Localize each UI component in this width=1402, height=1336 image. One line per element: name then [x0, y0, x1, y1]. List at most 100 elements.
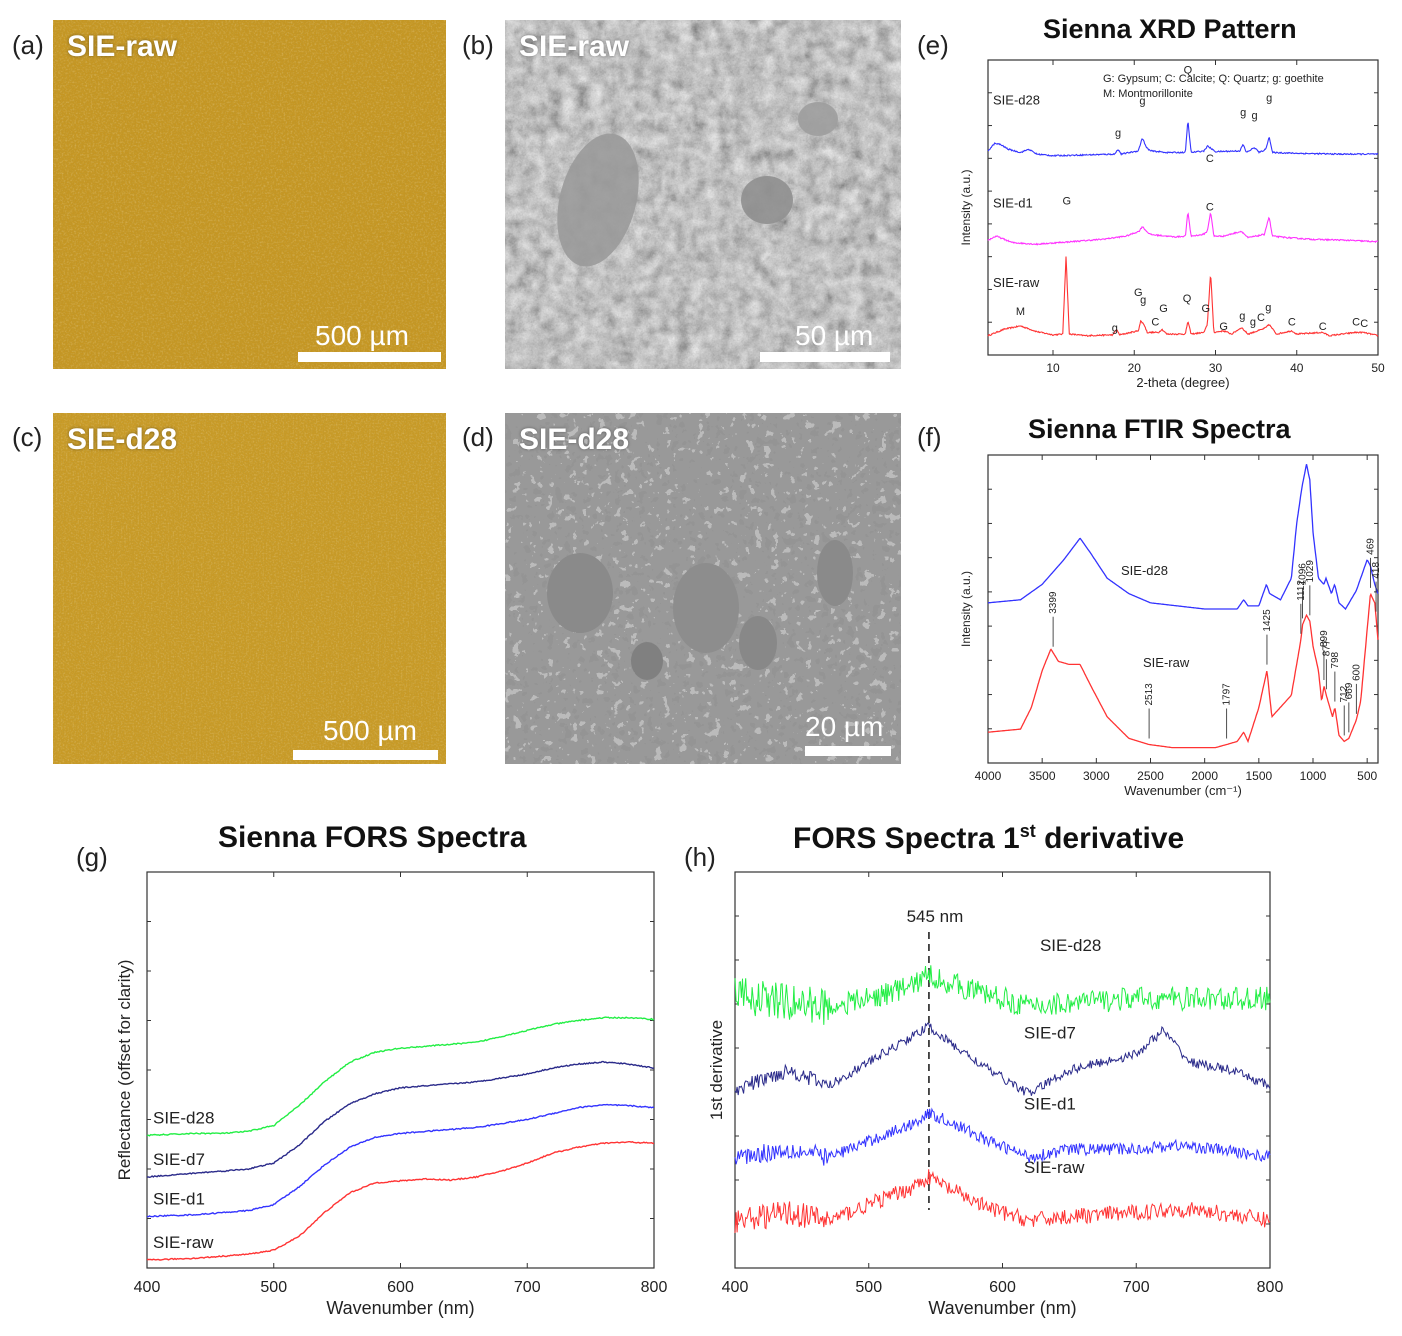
ftir-xtick-label: 2500	[1137, 769, 1164, 783]
deriv-ylabel: 1st derivative	[707, 1020, 726, 1120]
ftir-ylabel: Intensity (a.u.)	[959, 571, 973, 647]
panel-letter-c: (c)	[12, 422, 43, 452]
deriv-line-SIE-d1	[734, 1107, 1271, 1166]
ftir-annotation-label: 3399	[1048, 591, 1059, 614]
ftir-xlabel: Wavenumber (cm⁻¹)	[1124, 783, 1242, 798]
xrd-legend-note: M: Montmorillonite	[1103, 88, 1193, 100]
xrd-peak-label: G	[1219, 321, 1228, 333]
sem-texture	[505, 413, 901, 764]
xrd-xtick-label: 50	[1371, 361, 1385, 375]
xrd-peak-label: g	[1139, 95, 1145, 107]
xrd-xtick-label: 10	[1046, 361, 1060, 375]
deriv-frame	[734, 871, 1271, 1269]
deriv-annotation-label: 545 nm	[907, 907, 964, 926]
deriv-series-label: SIE-d7	[1024, 1023, 1076, 1042]
xrd-line-SIE-raw	[987, 256, 1379, 338]
ftir-annotation-label: 1425	[1262, 609, 1273, 632]
xrd-xlabel: 2-theta (degree)	[1136, 375, 1229, 390]
fors-series-label: SIE-d1	[153, 1190, 205, 1209]
deriv-series-label: SIE-raw	[1024, 1158, 1085, 1177]
fors-frame	[146, 871, 655, 1269]
scale-bar	[760, 352, 890, 362]
ftir-annotation-label: 899	[1319, 630, 1330, 647]
ftir-line-SIE-raw	[987, 592, 1379, 749]
xrd-peak-label: g	[1112, 322, 1118, 334]
ftir-chart: 4000 3500 3000 2500 2000 1500 1000 500 Wavenumbe…	[959, 454, 1382, 798]
xrd-peak-label: C	[1257, 312, 1265, 324]
xrd-peak-label: C	[1151, 317, 1159, 329]
fors-derivative-title-text: FORS Spectra 1st derivative	[793, 821, 1185, 855]
ftir-annotation-label: 712	[1339, 685, 1350, 702]
ftir-xtick-label: 1500	[1245, 769, 1272, 783]
xrd-peak-label: G	[1063, 196, 1072, 208]
fors-series-label: SIE-d7	[153, 1150, 205, 1169]
xrd-xtick-label: 40	[1290, 361, 1304, 375]
xrd-peak-label: Q	[1183, 293, 1192, 305]
sem-texture	[505, 20, 901, 369]
fors-derivative-chart-title: FORS Spectra 1st derivative	[793, 821, 1184, 856]
optical-texture	[53, 20, 446, 369]
panel-d-label: SIE-d28	[519, 423, 630, 456]
xrd-xtick-label: 20	[1128, 361, 1142, 375]
ftir-line-SIE-d28	[988, 464, 1379, 611]
ftir-frame	[987, 454, 1379, 764]
scale-bar	[298, 352, 441, 362]
panel-letter-d: (d)	[462, 422, 494, 452]
fors-line-SIE-d28	[146, 1016, 655, 1137]
ftir-xtick-label: 1000	[1300, 769, 1327, 783]
fors-derivative-chart: 400 500 600 700 800 Wavenumber (nm) 1st deriva…	[707, 871, 1283, 1318]
xrd-peak-label: g	[1140, 294, 1146, 306]
optical-texture	[53, 413, 446, 764]
ftir-series-label: SIE-raw	[1143, 655, 1190, 670]
ftir-series-label: SIE-d28	[1121, 563, 1168, 578]
xrd-series-label: SIE-d28	[993, 92, 1040, 107]
deriv-xlabel: Wavenumber (nm)	[928, 1298, 1076, 1318]
xrd-peak-label: C	[1352, 317, 1360, 329]
sem-micrograph-d28: SIE-d28 20 µm	[505, 413, 901, 764]
deriv-series-label: SIE-d28	[1040, 936, 1101, 955]
ftir-xtick-label: 3000	[1083, 769, 1110, 783]
ftir-xtick-label: 2000	[1191, 769, 1218, 783]
scale-bar	[805, 746, 891, 756]
fors-xlabel: Wavenumber (nm)	[326, 1298, 474, 1318]
scale-bar-label: 500 µm	[315, 320, 409, 351]
xrd-peak-label: g	[1250, 317, 1256, 329]
ftir-annotation-label: 1029	[1305, 560, 1316, 583]
xrd-line-SIE-d1	[987, 212, 1379, 246]
deriv-line-SIE-d7	[734, 1022, 1271, 1096]
ftir-xtick-label: 3500	[1029, 769, 1056, 783]
ftir-annotation-label: 1112	[1296, 580, 1307, 601]
xrd-peak-label: g	[1240, 107, 1246, 119]
xrd-xtick-label: 30	[1209, 361, 1223, 375]
xrd-peak-label: g	[1266, 92, 1272, 104]
fors-chart: 400 500 600 700 800 Wavenumber (nm) Reflectanc…	[115, 871, 667, 1318]
panel-letter-a: (a)	[12, 30, 44, 60]
panel-letter-b: (b)	[462, 30, 494, 60]
optical-micrograph-d28: SIE-d28 500 µm	[53, 413, 446, 764]
xrd-chart: 10 20 30 40 50 2-theta (degree) Intensity (a.u…	[959, 59, 1385, 390]
panel-letter-e: (e)	[917, 30, 949, 60]
panel-letter-g: (g)	[76, 842, 108, 872]
xrd-peak-label: G	[1159, 303, 1168, 315]
fors-xtick-label: 700	[514, 1279, 541, 1296]
xrd-series-label: SIE-d1	[993, 196, 1033, 211]
panel-b-label: SIE-raw	[519, 30, 630, 63]
xrd-peak-label: g	[1265, 302, 1271, 314]
ftir-annotation-label: 669	[1344, 682, 1355, 699]
deriv-line-SIE-raw	[734, 1169, 1271, 1234]
fors-chart-title: Sienna FORS Spectra	[218, 821, 527, 854]
deriv-series-label: SIE-d1	[1024, 1095, 1076, 1114]
xrd-peak-label: Q	[1184, 64, 1193, 76]
xrd-peak-label: g	[1239, 311, 1245, 323]
fors-line-SIE-raw	[146, 1141, 655, 1261]
sem-micrograph-raw: SIE-raw 50 µm	[505, 20, 901, 369]
deriv-xtick-label: 600	[989, 1279, 1016, 1296]
fors-line-SIE-d7	[146, 1060, 655, 1179]
scale-bar	[293, 750, 438, 760]
deriv-xtick-label: 400	[722, 1279, 749, 1296]
xrd-peak-label: g	[1115, 128, 1121, 140]
scale-bar-label: 20 µm	[805, 711, 884, 742]
xrd-chart-title: Sienna XRD Pattern	[1043, 14, 1297, 44]
deriv-xtick-label: 500	[855, 1279, 882, 1296]
xrd-peak-label: C	[1319, 321, 1327, 333]
